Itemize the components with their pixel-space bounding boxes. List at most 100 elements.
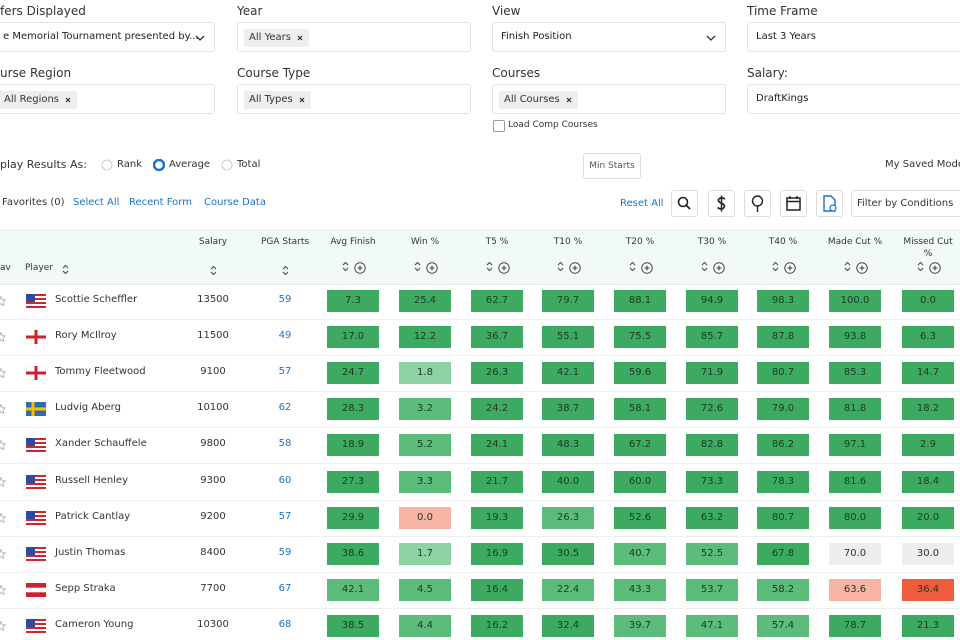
stat-cell: 79.7 <box>542 290 594 312</box>
stat-cell: 88.1 <box>614 290 666 312</box>
add-column-icon <box>426 262 438 274</box>
checkbox[interactable] <box>493 120 505 132</box>
saved-models[interactable]: My Saved Mode <box>885 159 960 170</box>
sort-icon <box>772 261 779 272</box>
filter-value: Finish Position <box>501 31 572 42</box>
row-separator <box>0 571 960 573</box>
pga-starts[interactable]: 59 <box>278 546 292 558</box>
filter-label: Year <box>237 4 263 18</box>
pga-starts[interactable]: 62 <box>278 402 292 414</box>
player-name[interactable]: Justin Thomas <box>55 546 126 558</box>
column-header[interactable]: PGA Starts <box>260 237 310 247</box>
flag <box>26 510 46 525</box>
player-name[interactable]: Tommy Fleetwood <box>55 366 146 378</box>
filter-box[interactable]: All Courses <box>492 84 726 114</box>
stat-cell: 40.0 <box>542 470 594 493</box>
stat-cell: 67.2 <box>614 434 666 457</box>
column-header[interactable]: Avg Finish <box>330 237 376 247</box>
stat-cell: 24.1 <box>471 434 523 457</box>
course-data[interactable]: Course Data <box>204 197 266 208</box>
stat-cell: 26.3 <box>542 506 594 529</box>
column-header[interactable]: T30 % <box>697 237 727 247</box>
filter-box[interactable]: DraftKings <box>747 84 960 114</box>
stat-cell: 100.0 <box>829 290 881 312</box>
filter-label: Salary: <box>747 66 788 80</box>
favorite-star <box>0 296 6 306</box>
add-column-icon <box>856 262 868 274</box>
pga-starts[interactable]: 68 <box>278 618 292 630</box>
filter-box[interactable]: Finish Position <box>492 22 726 52</box>
radio-label[interactable]: Average <box>169 159 211 170</box>
add-column-icon <box>498 262 510 274</box>
column-header[interactable]: T20 % <box>625 237 655 247</box>
player-name[interactable]: Ludvig Aberg <box>55 402 121 414</box>
player-name[interactable]: Cameron Young <box>55 618 134 630</box>
filter-box[interactable]: All Years <box>237 22 471 52</box>
select-all[interactable]: Select All <box>73 197 120 208</box>
pga-starts[interactable]: 67 <box>278 582 292 594</box>
stat-cell: 80.7 <box>757 362 809 385</box>
pga-starts[interactable]: 57 <box>278 510 292 522</box>
salary-button[interactable] <box>708 190 735 217</box>
column-header: av <box>0 263 11 273</box>
filter-box[interactable]: Last 3 Years <box>747 22 960 52</box>
filter-tag: All Years <box>244 29 309 47</box>
stat-cell: 1.8 <box>399 362 451 385</box>
column-header[interactable]: T5 % <box>485 237 509 247</box>
add-column-icon <box>354 262 366 274</box>
pga-starts[interactable]: 57 <box>278 366 292 378</box>
filter-box[interactable]: e Memorial Tournament presented by... <box>0 22 215 52</box>
stat-cell: 80.7 <box>757 506 809 529</box>
flag <box>26 294 46 308</box>
column-header[interactable]: Made Cut % <box>827 237 883 247</box>
stat-cell: 97.1 <box>829 434 881 457</box>
salary: 11500 <box>197 330 229 342</box>
pga-starts[interactable]: 49 <box>278 330 292 342</box>
stat-cell: 17.0 <box>327 326 379 349</box>
pga-starts[interactable]: 60 <box>278 474 292 486</box>
reset-all[interactable]: Reset All <box>620 198 664 209</box>
stat-cell: 2.9 <box>902 434 954 457</box>
export-button[interactable] <box>816 190 843 217</box>
column-header[interactable]: Missed Cut % <box>903 237 953 259</box>
pga-starts[interactable]: 58 <box>278 438 292 450</box>
stat-cell: 24.2 <box>471 398 523 421</box>
stat-cell: 21.3 <box>902 614 954 637</box>
filter-conditions[interactable]: Filter by Conditions <box>851 190 960 217</box>
favorites[interactable]: Favorites (0) <box>2 197 65 208</box>
radio-label[interactable]: Rank <box>117 159 142 170</box>
filter-label: Courses <box>492 66 541 80</box>
column-header[interactable]: T40 % <box>768 237 798 247</box>
min-starts-button[interactable]: Min Starts <box>583 153 641 179</box>
column-header[interactable]: T10 % <box>553 237 583 247</box>
pga-starts[interactable]: 59 <box>278 294 292 305</box>
column-header[interactable]: Salary <box>198 237 228 247</box>
course-button[interactable] <box>744 190 771 217</box>
search-button[interactable] <box>671 190 698 217</box>
filter-box[interactable]: All Types <box>237 84 471 114</box>
player-name[interactable]: Scottie Scheffler <box>55 294 138 305</box>
player-name[interactable]: Patrick Cantlay <box>55 510 131 522</box>
stat-cell: 28.3 <box>327 398 379 421</box>
column-header[interactable]: Win % <box>410 237 440 247</box>
dropdown-chevron <box>195 35 205 41</box>
sort-icon <box>917 261 924 272</box>
player-name[interactable]: Xander Schauffele <box>55 438 147 450</box>
player-name[interactable]: Russell Henley <box>55 474 129 486</box>
stat-cell: 6.3 <box>902 326 954 349</box>
row-separator <box>0 427 960 429</box>
radio-label[interactable]: Total <box>237 159 261 170</box>
calendar-button[interactable] <box>780 190 807 217</box>
flag <box>26 438 46 453</box>
stat-cell: 38.5 <box>327 614 379 637</box>
player-name[interactable]: Rory McIlroy <box>55 330 117 342</box>
column-header[interactable]: Player <box>25 263 54 273</box>
stat-cell: 75.5 <box>614 326 666 349</box>
filter-box[interactable]: All Regions <box>0 84 215 114</box>
player-name[interactable]: Sepp Straka <box>55 582 116 594</box>
stat-cell: 62.7 <box>471 290 523 312</box>
recent-form[interactable]: Recent Form <box>129 197 192 208</box>
stat-cell: 14.7 <box>902 362 954 385</box>
favorite-star <box>0 332 6 343</box>
salary: 9100 <box>200 366 226 378</box>
